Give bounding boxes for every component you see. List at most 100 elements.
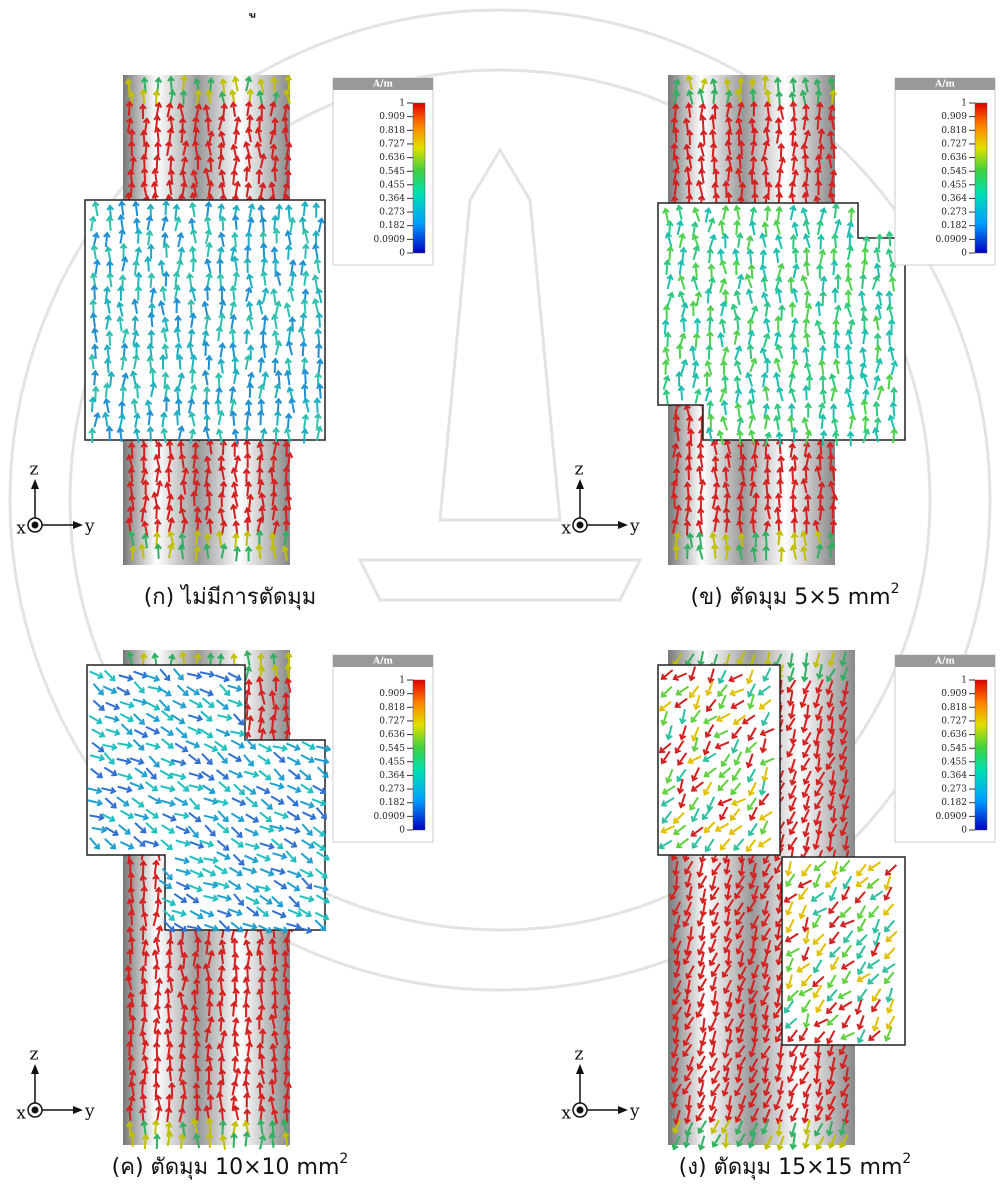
current-arrow <box>201 770 215 781</box>
current-arrow <box>883 886 893 902</box>
current-arrow <box>697 875 708 890</box>
current-arrow <box>841 1014 852 1029</box>
current-arrow <box>803 1119 811 1136</box>
current-arrow <box>789 770 797 786</box>
current-arrow <box>205 271 213 288</box>
current-arrow <box>697 1135 706 1151</box>
current-arrow <box>141 532 150 549</box>
current-arrow <box>684 165 692 182</box>
current-arrow <box>229 284 238 301</box>
current-arrow <box>160 839 173 851</box>
current-arrow <box>801 863 812 877</box>
current-arrow <box>206 180 215 196</box>
current-arrow <box>214 674 230 683</box>
current-arrow <box>186 685 201 696</box>
current-arrow <box>126 858 135 875</box>
caption-text: (ก) ไม่มีการตัดมุม <box>144 584 317 610</box>
current-arrow <box>126 505 135 522</box>
current-arrow <box>129 155 137 172</box>
current-arrow <box>126 1001 135 1018</box>
current-arrow <box>186 272 194 288</box>
current-arrow <box>827 1095 836 1111</box>
current-arrow <box>103 231 111 248</box>
current-arrow <box>201 753 213 765</box>
current-arrow <box>684 505 692 522</box>
current-arrow <box>802 246 811 263</box>
current-arrow <box>216 751 228 765</box>
current-arrow <box>155 480 164 496</box>
current-arrow <box>750 964 760 980</box>
current-arrow <box>178 1041 186 1058</box>
current-arrow <box>219 1119 227 1136</box>
current-arrow <box>256 441 264 458</box>
current-arrow <box>802 1133 810 1150</box>
current-arrow <box>774 403 782 419</box>
current-arrow <box>736 1056 747 1071</box>
current-arrow <box>708 1057 718 1073</box>
current-arrow <box>257 652 265 669</box>
current-arrow <box>233 713 245 726</box>
current-arrow <box>134 284 143 301</box>
current-arrow <box>843 930 854 944</box>
current-arrow <box>842 875 853 890</box>
current-arrow <box>268 1132 276 1148</box>
current-arrow <box>856 972 871 983</box>
current-arrow <box>297 926 313 934</box>
current-arrow <box>672 860 680 877</box>
current-arrow <box>764 503 772 520</box>
current-arrow <box>88 714 103 725</box>
current-arrow <box>281 115 289 131</box>
current-arrow <box>733 204 741 221</box>
current-arrow <box>216 272 225 289</box>
current-arrow <box>812 914 822 929</box>
current-arrow <box>145 725 161 735</box>
current-arrow <box>845 358 853 375</box>
colorbar-tick-label: 1 <box>961 676 967 686</box>
current-arrow <box>284 412 293 429</box>
current-arrow <box>233 783 246 796</box>
current-arrow <box>258 1134 267 1150</box>
current-arrow <box>719 838 731 851</box>
current-arrow <box>672 812 685 824</box>
current-arrow <box>117 213 126 230</box>
current-arrow <box>103 397 111 414</box>
current-arrow <box>709 976 717 992</box>
current-arrow <box>736 977 747 992</box>
current-arrow <box>271 895 284 908</box>
current-arrow <box>104 314 112 330</box>
current-arrow <box>827 718 836 735</box>
current-arrow <box>775 343 784 359</box>
current-arrow <box>709 886 720 901</box>
current-arrow <box>256 478 265 495</box>
current-arrow <box>220 102 228 119</box>
current-arrow <box>230 1095 238 1111</box>
current-arrow <box>682 117 691 133</box>
current-arrow <box>116 426 125 443</box>
current-arrow <box>813 810 822 826</box>
current-arrow <box>788 821 799 836</box>
current-arrow <box>733 751 743 766</box>
current-arrow <box>730 738 740 754</box>
current-arrow <box>817 233 825 250</box>
current-arrow <box>720 753 731 768</box>
current-arrow <box>217 713 233 722</box>
current-arrow <box>703 821 716 834</box>
current-arrow <box>867 973 880 985</box>
current-arrow <box>841 886 851 901</box>
current-arrow <box>785 873 796 888</box>
current-arrow <box>800 545 808 562</box>
current-arrow <box>214 740 228 751</box>
current-arrow <box>284 141 293 157</box>
current-arrow <box>734 387 743 404</box>
current-arrow <box>711 1133 722 1148</box>
current-arrow <box>89 754 106 762</box>
current-arrow <box>179 1121 187 1138</box>
current-arrow <box>272 852 288 860</box>
current-arrow <box>748 1058 759 1073</box>
current-arrow <box>696 1040 705 1057</box>
current-arrow <box>139 859 148 876</box>
current-arrow <box>788 387 797 403</box>
current-arrow <box>90 244 99 260</box>
current-arrow <box>271 257 280 274</box>
current-arrow <box>826 1070 835 1086</box>
